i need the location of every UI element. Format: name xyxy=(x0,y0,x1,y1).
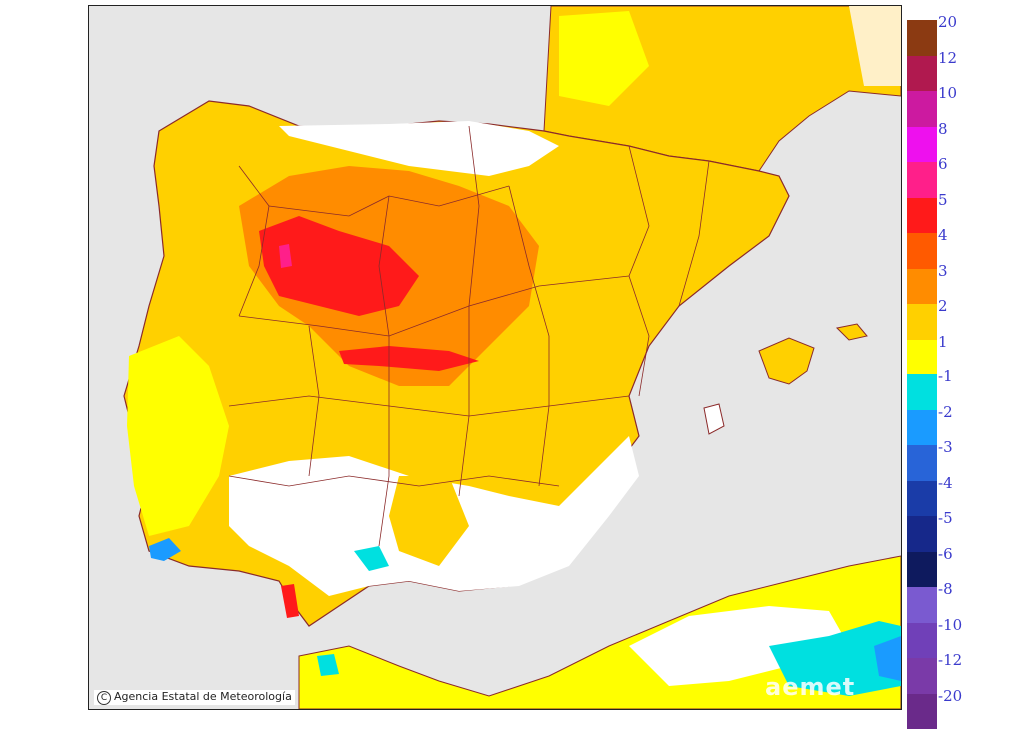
legend-label: 12 xyxy=(938,50,957,66)
legend-label: 3 xyxy=(938,263,948,279)
legend-label: -12 xyxy=(938,652,962,668)
map-canvas xyxy=(89,6,901,709)
legend-label: 1 xyxy=(938,334,948,350)
legend-label: 10 xyxy=(938,85,957,101)
legend-swatch-warm xyxy=(907,56,937,92)
legend-swatch-warm xyxy=(907,20,937,56)
legend-label: -10 xyxy=(938,617,962,633)
legend-swatch-cold xyxy=(907,445,937,481)
legend-swatch-cold xyxy=(907,587,937,623)
legend-swatch-cold xyxy=(907,516,937,552)
legend-swatch-warm xyxy=(907,198,937,234)
legend-swatch-cold xyxy=(907,374,937,410)
legend-swatch-cold xyxy=(907,552,937,588)
legend-label: -5 xyxy=(938,510,953,526)
ibiza xyxy=(704,404,724,434)
legend-swatch-warm xyxy=(907,304,937,340)
legend-swatch-cold xyxy=(907,694,937,729)
legend-label: 5 xyxy=(938,192,948,208)
anomaly-map xyxy=(88,5,902,710)
mallorca xyxy=(759,338,814,384)
legend-swatch-warm xyxy=(907,127,937,163)
legend-label: 20 xyxy=(938,14,957,30)
legend-label: 6 xyxy=(938,156,948,172)
legend-label: -6 xyxy=(938,546,953,562)
legend-label: 4 xyxy=(938,227,948,243)
legend-swatch-warm xyxy=(907,269,937,305)
legend-label: -8 xyxy=(938,581,953,597)
legend-label: 8 xyxy=(938,121,948,137)
legend-swatch-warm xyxy=(907,91,937,127)
aemet-watermark: aemet xyxy=(765,673,855,701)
legend-label: -1 xyxy=(938,368,953,384)
copyright-icon: C xyxy=(97,691,111,705)
credit-text: Agencia Estatal de Meteorología xyxy=(114,690,292,703)
legend-swatch-cold xyxy=(907,410,937,446)
menorca xyxy=(837,324,867,340)
legend-label: 2 xyxy=(938,298,948,314)
legend-label: -4 xyxy=(938,475,953,491)
legend-swatch-warm xyxy=(907,233,937,269)
legend-label: -3 xyxy=(938,439,953,455)
legend-swatch-warm xyxy=(907,162,937,198)
legend-label: -20 xyxy=(938,688,962,704)
legend-label: -2 xyxy=(938,404,953,420)
legend-swatch-cold xyxy=(907,658,937,694)
legend-swatch-cold xyxy=(907,481,937,517)
legend-swatch-warm xyxy=(907,340,937,376)
legend-swatch-cold xyxy=(907,623,937,659)
